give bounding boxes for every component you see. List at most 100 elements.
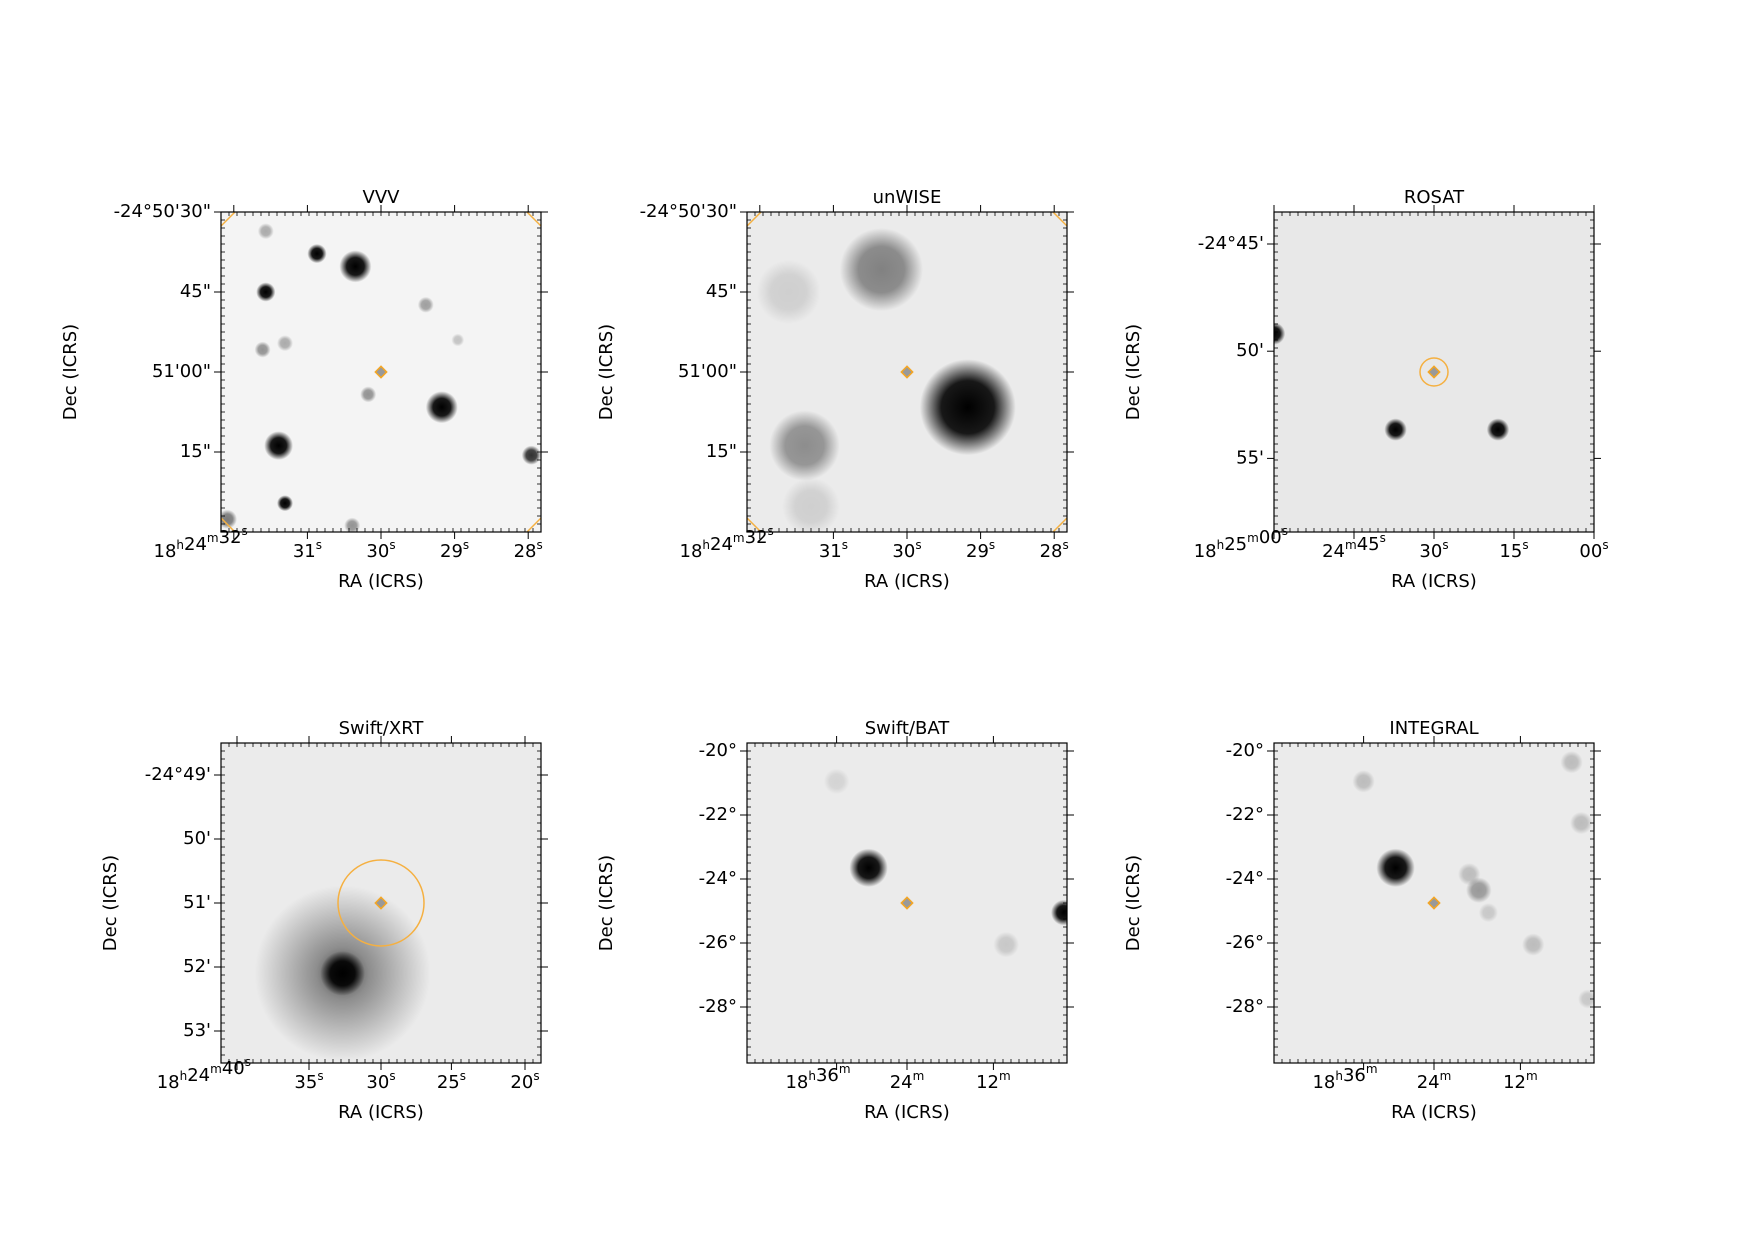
target-marker xyxy=(1427,896,1441,910)
fov-corner xyxy=(526,517,541,532)
image xyxy=(254,885,431,1062)
y-tick-label: -24° xyxy=(1226,868,1264,889)
source xyxy=(277,495,293,512)
source xyxy=(1578,989,1594,1009)
source xyxy=(1570,811,1593,835)
source xyxy=(320,951,365,996)
source xyxy=(257,223,274,240)
x-tick-label: 12m xyxy=(1503,1069,1538,1094)
y-tick-label: -24°49' xyxy=(145,764,211,785)
x-tick-label: 12m xyxy=(976,1069,1011,1094)
x-axis-label: RA (ICRS) xyxy=(1391,1102,1477,1123)
source xyxy=(360,386,377,403)
error-circle xyxy=(1419,357,1449,387)
fov-corner xyxy=(221,212,236,227)
source xyxy=(1522,933,1545,956)
y-tick-label: -28° xyxy=(699,996,737,1017)
y-tick-label: 53' xyxy=(183,1020,211,1041)
source xyxy=(521,445,541,465)
y-tick-label: -26° xyxy=(699,932,737,953)
panel: Swift/XRT RA (ICRS) Dec (ICRS) 18h24m40s 35s… xyxy=(100,718,548,1123)
x-axis-label: RA (ICRS) xyxy=(1391,571,1477,592)
y-tick-label: -24°50'30" xyxy=(114,201,211,222)
y-tick-label: 52' xyxy=(183,956,211,977)
panel-title: ROSAT xyxy=(1404,187,1465,208)
image xyxy=(747,212,1067,532)
source xyxy=(993,931,1019,958)
y-tick-label: 50' xyxy=(1236,340,1264,361)
y-tick-label: 45" xyxy=(180,281,211,302)
source xyxy=(823,768,850,795)
x-tick-label: 24m xyxy=(890,1069,925,1094)
y-tick-label: 51' xyxy=(183,892,211,913)
y-tick-label: -26° xyxy=(1226,932,1264,953)
x-tick-label: 30s xyxy=(1419,538,1448,563)
x-tick-label: 00s xyxy=(1579,538,1608,563)
panel: INTEGRAL RA (ICRS) Dec (ICRS) 18h36m 24m 12m -… xyxy=(1123,718,1601,1123)
x-tick-label: 20s xyxy=(510,1069,539,1094)
fov-corner xyxy=(221,517,236,532)
y-tick-label: -24°45' xyxy=(1198,233,1264,254)
y-tick-label: 51'00" xyxy=(152,361,211,382)
x-axis-label: RA (ICRS) xyxy=(864,1102,950,1123)
y-tick-label: -22° xyxy=(699,804,737,825)
fov-corner xyxy=(747,517,762,532)
fov-corner xyxy=(1052,517,1067,532)
x-tick-label: 31s xyxy=(819,538,848,563)
y-tick-label: 51'00" xyxy=(678,361,737,382)
x-tick-label: 30s xyxy=(366,538,395,563)
source xyxy=(425,391,458,424)
y-axis-label: Dec (ICRS) xyxy=(100,855,121,951)
x-tick-label: 18h25m00s xyxy=(1194,524,1288,563)
source xyxy=(451,333,465,347)
source xyxy=(1560,751,1583,774)
y-axis-label: Dec (ICRS) xyxy=(60,324,81,420)
panel-title: INTEGRAL xyxy=(1389,718,1478,739)
source xyxy=(1458,863,1481,886)
y-axis-label: Dec (ICRS) xyxy=(596,324,617,420)
y-tick-label: 45" xyxy=(706,281,737,302)
fov-corner xyxy=(747,212,762,227)
x-tick-label: 18h24m32s xyxy=(680,524,774,563)
x-tick-label: 30s xyxy=(366,1069,395,1094)
source xyxy=(264,431,293,460)
y-tick-label: -22° xyxy=(1226,804,1264,825)
target-marker xyxy=(374,896,388,910)
x-tick-label: 35s xyxy=(294,1069,323,1094)
y-tick-label: 15" xyxy=(706,441,737,462)
source xyxy=(1051,899,1067,926)
panel-title: Swift/XRT xyxy=(339,718,425,739)
x-tick-label: 29s xyxy=(966,538,995,563)
target-marker xyxy=(374,365,388,379)
x-axis-label: RA (ICRS) xyxy=(338,1102,424,1123)
image xyxy=(221,212,541,532)
source xyxy=(1352,770,1375,793)
x-tick-label: 25s xyxy=(437,1069,466,1094)
source xyxy=(839,228,924,312)
x-tick-label: 30s xyxy=(892,538,921,563)
y-tick-label: -24°50'30" xyxy=(640,201,737,222)
source xyxy=(339,250,372,283)
source xyxy=(756,260,821,324)
source xyxy=(1486,418,1510,441)
y-tick-label: -20° xyxy=(699,740,737,761)
source xyxy=(782,477,840,532)
x-tick-label: 18h24m32s xyxy=(154,524,248,563)
source xyxy=(769,410,840,481)
panel-title: unWISE xyxy=(873,187,942,208)
source xyxy=(919,359,1016,456)
source xyxy=(256,282,276,302)
error-circle xyxy=(337,859,425,947)
target-marker xyxy=(900,896,914,910)
y-tick-label: -24° xyxy=(699,868,737,889)
x-tick-label: 29s xyxy=(440,538,469,563)
x-tick-label: 28s xyxy=(514,538,543,563)
y-tick-label: 50' xyxy=(183,828,211,849)
source xyxy=(1376,848,1415,887)
panel: VVV RA (ICRS) Dec (ICRS) 18h24m32s 31s 30s 29s… xyxy=(60,187,548,592)
y-axis-label: Dec (ICRS) xyxy=(596,855,617,951)
x-tick-label: 18h24m40s xyxy=(157,1055,251,1094)
y-tick-label: 15" xyxy=(180,441,211,462)
target-marker xyxy=(900,365,914,379)
